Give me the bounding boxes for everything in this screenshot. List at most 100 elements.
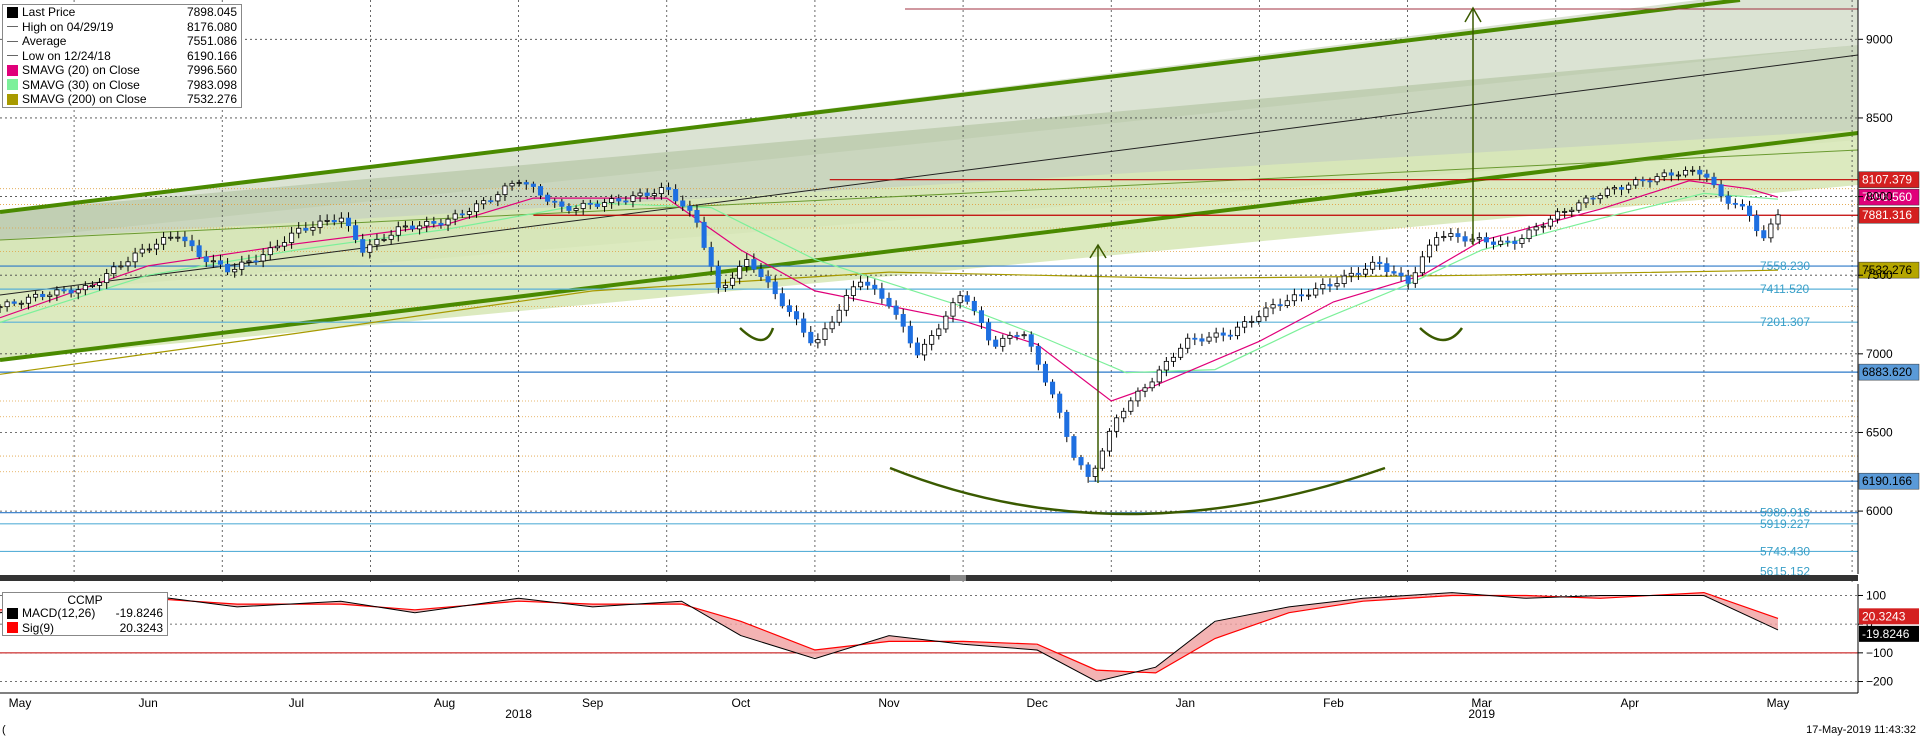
candle-body: [580, 202, 586, 209]
candle-body: [530, 183, 536, 187]
candle-body: [559, 201, 565, 207]
legend-label: SMAVG (30) on Close: [22, 77, 140, 92]
candle-body: [303, 227, 309, 231]
candle-body: [1170, 356, 1177, 362]
candle-body: [1668, 172, 1674, 176]
candle-body: [601, 202, 608, 207]
level-text-label: 5743.430: [1760, 544, 1810, 558]
candle-body: [1035, 345, 1041, 365]
candle-body: [61, 289, 67, 292]
candle-body: [1234, 326, 1241, 337]
candle-body: [54, 289, 60, 296]
legend-swatch: [7, 40, 18, 42]
candle-body: [25, 296, 31, 304]
candle-body: [1441, 236, 1447, 239]
level-badge: [1858, 472, 1920, 490]
candle-body: [409, 225, 416, 230]
level-text-label: 7558.230: [1760, 259, 1810, 273]
legend-swatch: [7, 26, 18, 28]
candle-body: [1683, 170, 1689, 176]
candle-body: [822, 328, 828, 340]
candle-body: [566, 205, 572, 211]
candle-body: [922, 343, 928, 356]
legend-label: Sig(9): [22, 620, 55, 635]
candle-body: [1732, 202, 1738, 205]
candle-body: [1263, 307, 1269, 318]
candle-body: [1391, 271, 1397, 274]
candle-body: [203, 256, 209, 263]
macd-badge: [1859, 625, 1919, 642]
legend-value: 7532.276: [186, 92, 237, 107]
candle-body: [481, 200, 487, 205]
macd-line: [0, 592, 1779, 683]
candle-body: [1106, 430, 1113, 452]
candle-body: [943, 315, 949, 330]
candle-body: [1291, 294, 1297, 302]
channel-upper-line: [0, 0, 1741, 214]
month-tick-label: Aug: [434, 696, 455, 710]
candle-body: [914, 342, 920, 356]
candle-body: [1569, 209, 1575, 212]
candle-body: [1640, 179, 1646, 182]
level-badge: [1858, 171, 1920, 188]
candle-body: [260, 254, 266, 262]
candle-body: [1370, 261, 1376, 270]
macd-legend-item: MACD(12,26) -19.8246: [3, 606, 167, 621]
month-tick-label: Feb: [1323, 696, 1344, 710]
candle-body: [573, 208, 579, 211]
legend-label: SMAVG (20) on Close: [22, 63, 140, 78]
candle-body: [1284, 300, 1290, 306]
candle-body: [1512, 240, 1518, 244]
candle-body: [217, 260, 224, 265]
macd-histogram-fill: [0, 592, 1778, 681]
footer-left: (: [2, 724, 6, 736]
candle-body: [936, 328, 942, 336]
candle-body: [1455, 233, 1461, 238]
candle-body: [97, 282, 103, 286]
candle-body: [253, 260, 259, 263]
candle-body: [4, 301, 10, 308]
candle-body: [1675, 174, 1681, 177]
candle-body: [68, 289, 74, 294]
candle-body: [609, 198, 615, 203]
legend-item: Low on 12/24/18 6190.166: [3, 49, 241, 64]
candle-body: [1149, 381, 1155, 389]
candle-body: [33, 293, 39, 298]
candle-body: [452, 213, 458, 220]
candle-body: [1597, 195, 1603, 200]
candle-body: [1533, 226, 1539, 231]
level-badge-label: 7996.560: [1862, 190, 1912, 204]
candle-body: [986, 322, 992, 341]
candle-body: [758, 268, 764, 277]
legend-value: 7551.086: [186, 34, 237, 49]
candle-body: [1540, 225, 1546, 228]
candle-body: [1412, 272, 1418, 284]
legend-item: SMAVG (200) on Close 7532.276: [3, 92, 241, 107]
level-text-label: 7201.307: [1760, 315, 1810, 329]
candle-body: [1320, 284, 1326, 290]
candle-body: [1661, 172, 1667, 177]
candle-body: [1270, 304, 1276, 309]
legend-swatch: [7, 622, 18, 634]
candle-body: [1490, 241, 1497, 245]
candle-body: [872, 284, 878, 290]
candle-body: [1483, 237, 1489, 243]
level-text-label: 5989.916: [1760, 506, 1810, 520]
price-tick-label: 7000: [1866, 347, 1893, 361]
candle-body: [232, 268, 238, 273]
candle-body: [1163, 360, 1169, 371]
candle-body: [1647, 180, 1653, 183]
candle-body: [445, 218, 451, 226]
timestamp: 17-May-2019 11:43:32: [1806, 724, 1916, 736]
candle-body: [836, 309, 842, 323]
macd-badge: [1859, 608, 1919, 625]
candle-body: [82, 285, 88, 291]
candle-body: [1192, 337, 1198, 340]
candle-body: [317, 220, 323, 228]
candle-body: [1000, 337, 1006, 347]
candle-body: [1227, 334, 1233, 337]
candle-body: [1619, 187, 1625, 190]
candle-body: [388, 234, 394, 240]
candle-body: [1775, 214, 1781, 225]
price-tick-label: 6000: [1866, 504, 1893, 518]
